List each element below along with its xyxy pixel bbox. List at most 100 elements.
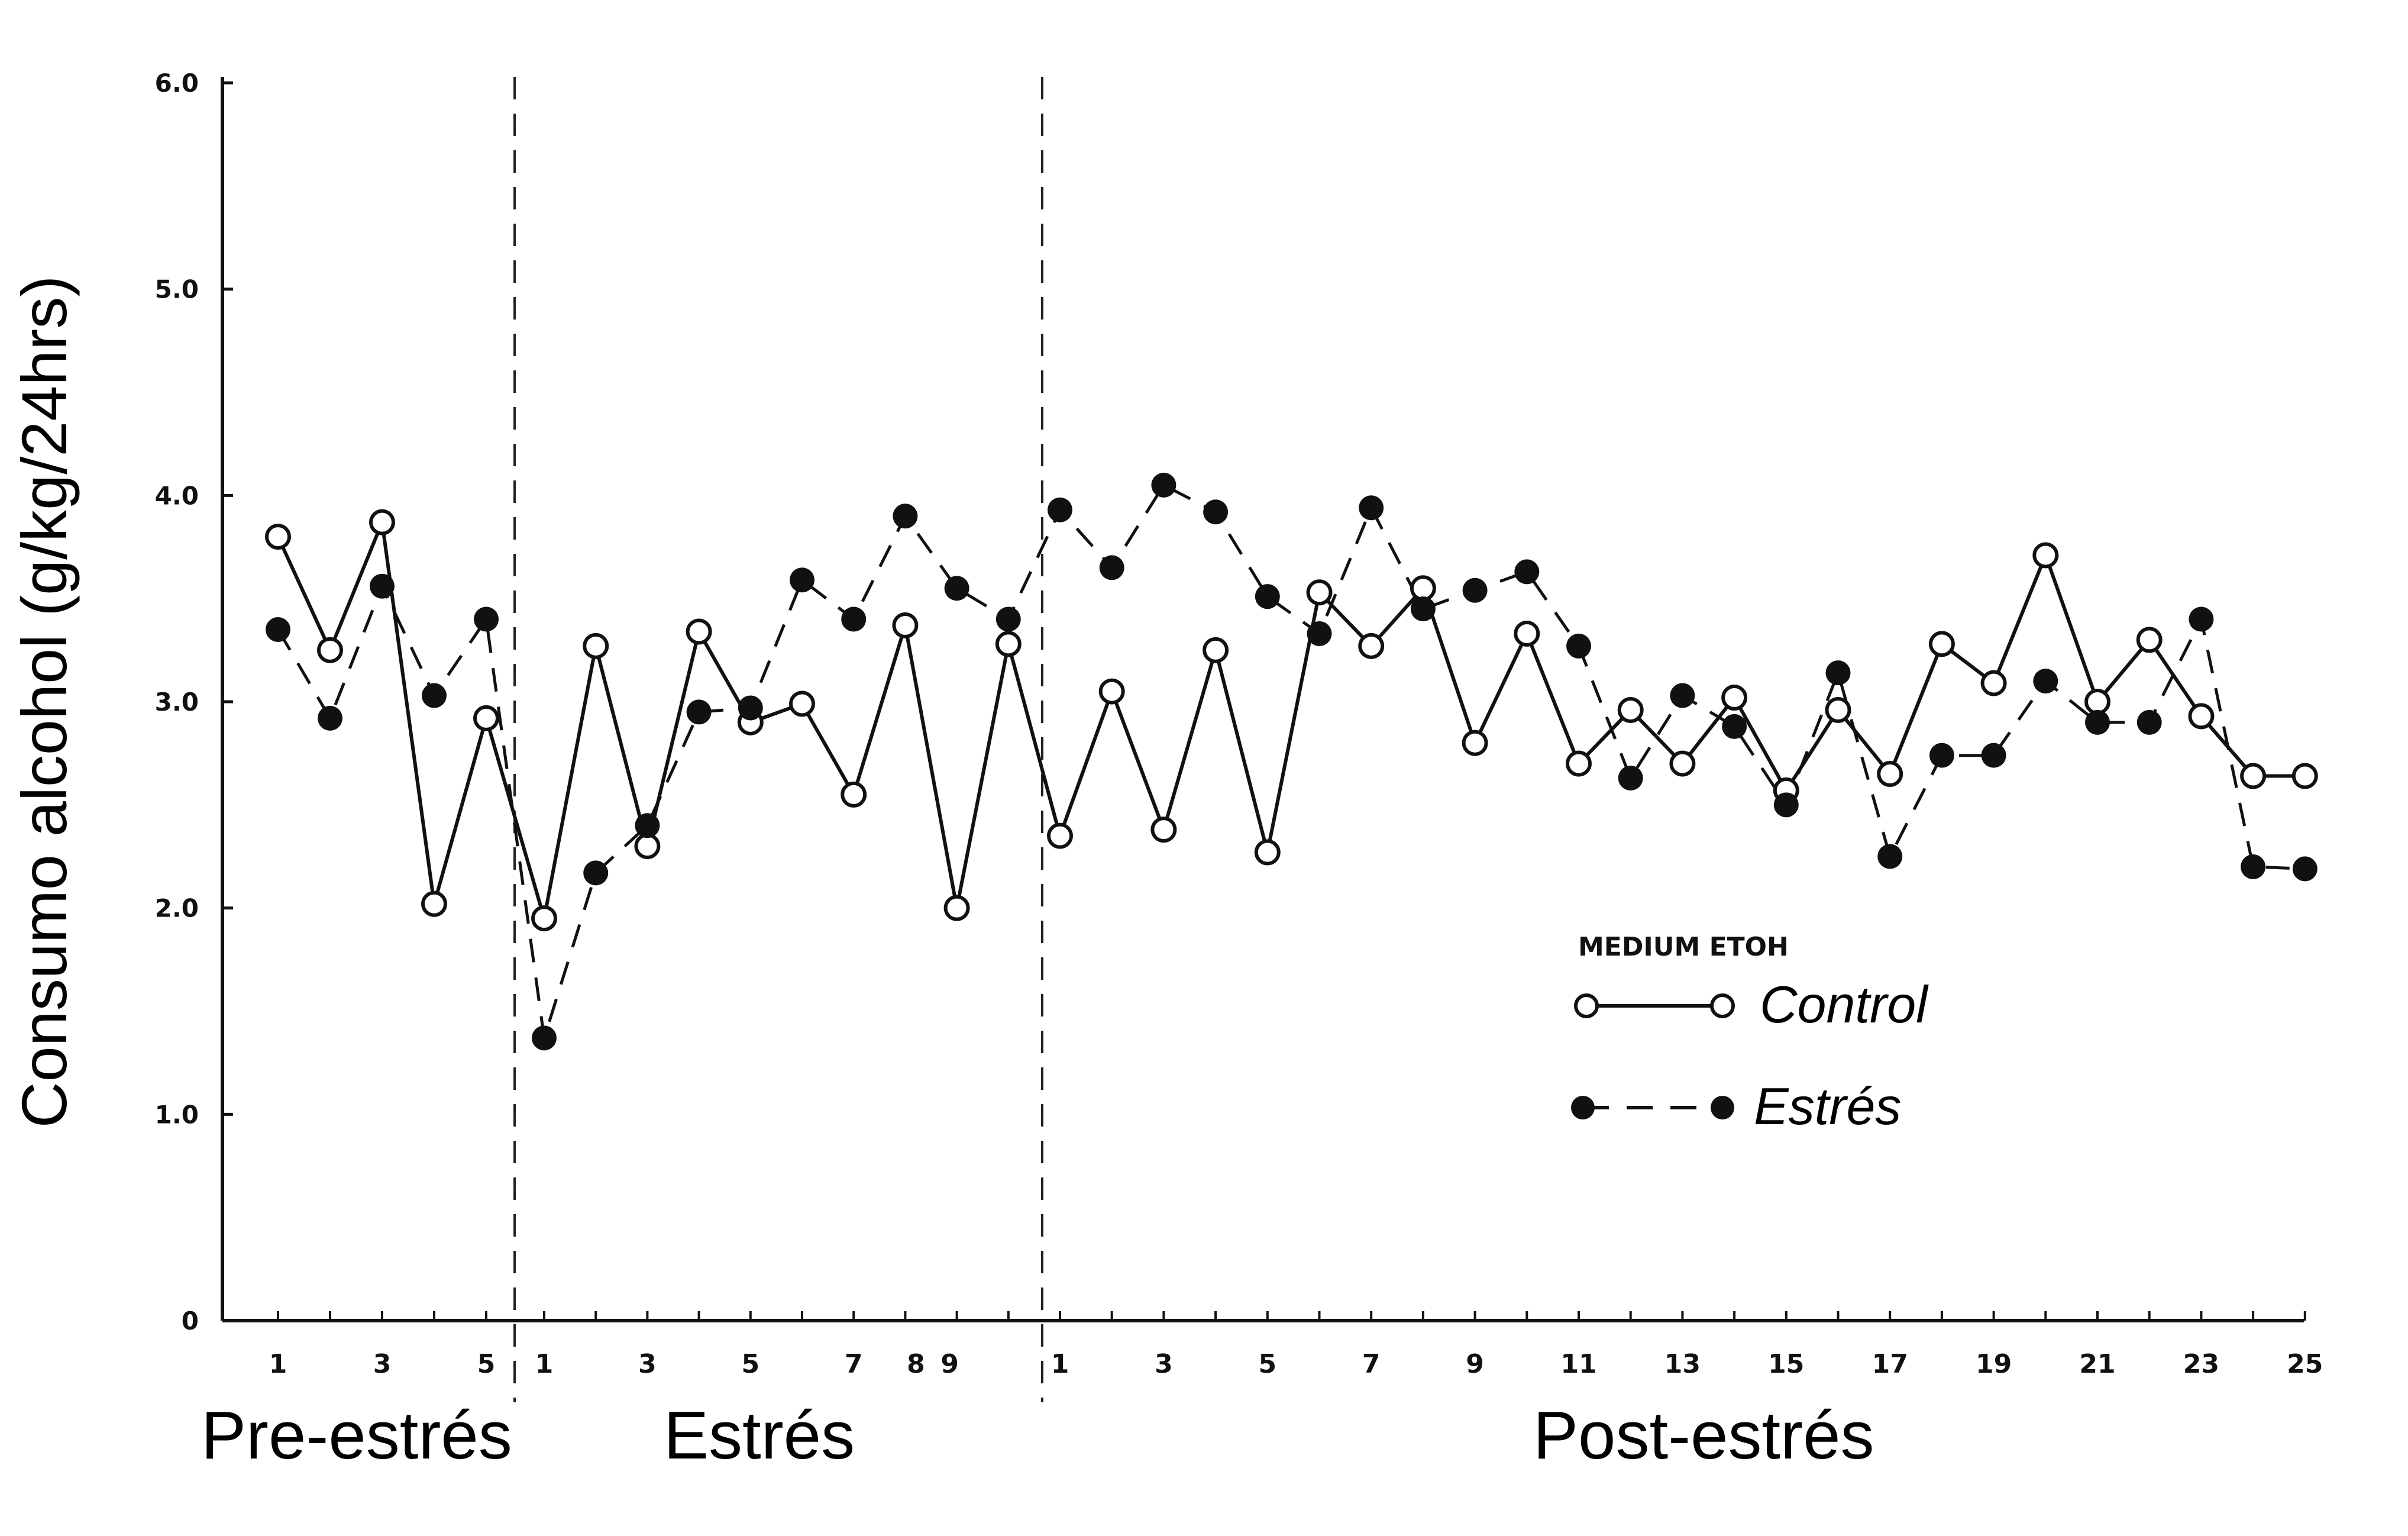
x-tick-label: 5 (477, 1349, 496, 1379)
control-point (1098, 678, 1125, 705)
x-tick-label: 1 (269, 1349, 287, 1379)
legend-control-marker-left (1574, 993, 1599, 1018)
x-tick-label: 21 (2079, 1349, 2115, 1379)
control-point (1514, 620, 1540, 647)
y-tick-label: 4.0 (155, 481, 199, 510)
control-point (1358, 633, 1385, 659)
y-tick-label: 6.0 (155, 69, 199, 98)
y-axis-label: Consumo alcohol (g/kg/24hrs) (8, 276, 80, 1128)
x-axis-ticks: 1 3 5 1 3 5 7 8 9 1 3 5 7 9 11 13 15 17 19 21 23 25 (269, 1311, 2323, 1379)
control-point (1150, 817, 1177, 843)
control-point (634, 833, 661, 860)
estres-point (790, 567, 814, 593)
estres-point (1203, 499, 1229, 525)
estres-point (422, 683, 447, 708)
phase-label-post-estres: Post-estrés (1533, 1398, 1874, 1473)
estres-point (1773, 792, 1799, 818)
y-axis-ticks: 0 1.0 2.0 3.0 4.0 5.0 6.0 (155, 69, 233, 1335)
control-point (1203, 637, 1229, 663)
control-point (1877, 761, 1903, 788)
x-tick-label: 19 (1976, 1349, 2012, 1379)
control-point (1721, 685, 1748, 711)
control-point (995, 631, 1022, 657)
phase-label-pre-estres: Pre-estrés (201, 1398, 512, 1473)
x-tick-label: 1 (1051, 1349, 1069, 1379)
series-line-control (276, 515, 2305, 919)
control-point (2136, 627, 2163, 653)
control-point (1306, 579, 1333, 606)
control-point (1928, 631, 1955, 657)
x-tick-label: 11 (1560, 1349, 1596, 1379)
control-point (2240, 763, 2267, 789)
control-point (583, 633, 609, 659)
estres-point (1048, 497, 1072, 522)
legend-estres-marker-left (1571, 1096, 1595, 1119)
estres-point (1410, 596, 1436, 622)
control-point (473, 705, 499, 731)
y-tick-label: 1.0 (155, 1100, 199, 1129)
control-point (943, 895, 970, 921)
legend: MEDIUM ETOH Control Estrés (1571, 932, 1929, 1135)
x-tick-label: 8 (907, 1349, 925, 1379)
control-point (686, 618, 712, 645)
x-tick-label: 13 (1664, 1349, 1701, 1379)
control-point (1410, 575, 1436, 602)
estres-point (1825, 660, 1851, 686)
estres-point (318, 705, 342, 731)
control-point (421, 890, 447, 917)
estres-point (2241, 854, 2266, 879)
phase-dividers (513, 77, 1043, 1402)
x-tick-label: 7 (845, 1349, 863, 1379)
estres-point (893, 504, 918, 529)
estres-point (1359, 495, 1384, 521)
x-tick-label: 23 (2183, 1349, 2219, 1379)
estres-point (370, 573, 395, 599)
control-point (789, 690, 815, 717)
estres-point (1566, 633, 1591, 659)
y-tick-label: 3.0 (155, 688, 199, 717)
control-point (1617, 696, 1644, 723)
x-tick-label: 5 (1258, 1349, 1276, 1379)
control-point (2032, 542, 2059, 569)
estres-point (1151, 472, 1176, 498)
control-point (1825, 696, 1851, 723)
estres-point (1670, 683, 1695, 708)
estres-point (2189, 606, 2214, 632)
estres-point (2033, 669, 2058, 694)
control-point (1254, 839, 1281, 866)
estres-point (1877, 844, 1903, 869)
control-point (317, 637, 343, 663)
control-point (2084, 689, 2110, 715)
series-lines (276, 483, 2305, 1039)
x-tick-label: 1 (535, 1349, 554, 1379)
estres-point (944, 576, 969, 601)
series-line-estrs (276, 483, 2305, 1039)
control-point (841, 781, 867, 808)
x-tick-label: 17 (1872, 1349, 1908, 1379)
estres-point (1929, 743, 1954, 768)
x-tick-label: 9 (1466, 1349, 1484, 1379)
y-tick-label: 0 (182, 1306, 199, 1335)
legend-estres-marker-right (1711, 1096, 1734, 1119)
estres-point (583, 860, 609, 886)
estres-point (266, 617, 290, 642)
legend-title: MEDIUM ETOH (1578, 932, 1789, 962)
x-tick-label: 3 (638, 1349, 657, 1379)
control-point (1566, 750, 1592, 777)
estres-point (686, 699, 712, 725)
x-tick-label: 9 (940, 1349, 959, 1379)
x-tick-label: 3 (373, 1349, 392, 1379)
control-point (265, 524, 291, 550)
estres-point (635, 813, 660, 838)
series-points (265, 472, 2318, 1051)
control-point (1462, 730, 1488, 756)
control-point (1047, 822, 1073, 849)
estres-point (1618, 766, 1643, 791)
phase-label-estres: Estrés (664, 1398, 855, 1473)
estres-point (1462, 577, 1488, 603)
x-tick-label: 5 (741, 1349, 759, 1379)
x-tick-label: 3 (1155, 1349, 1173, 1379)
estres-point (1514, 559, 1540, 585)
estres-point (2137, 709, 2162, 735)
